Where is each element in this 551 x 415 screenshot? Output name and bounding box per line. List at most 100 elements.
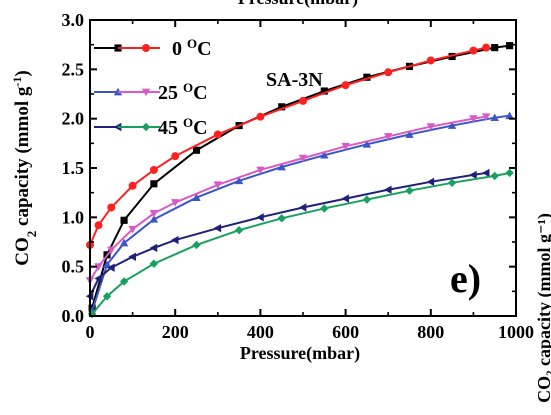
data-point <box>298 154 308 163</box>
legend-label: 45 OC <box>158 115 208 140</box>
series-2 <box>86 43 491 249</box>
x-tick-label: 800 <box>417 322 444 342</box>
y-tick-label: 1.0 <box>62 207 85 227</box>
data-point <box>447 121 457 129</box>
series-line <box>89 115 487 282</box>
data-point <box>213 181 222 189</box>
data-point <box>362 140 372 148</box>
legend-entry: 25 OC <box>94 80 208 105</box>
data-point <box>94 263 103 271</box>
data-point <box>384 133 393 141</box>
data-point <box>192 193 201 201</box>
data-point <box>384 185 392 194</box>
data-point <box>171 235 179 245</box>
legend-marker <box>113 122 122 132</box>
data-point <box>150 180 158 188</box>
data-point <box>256 112 265 121</box>
series-6 <box>87 168 514 319</box>
data-point <box>94 274 102 283</box>
data-point <box>119 277 129 286</box>
y-axis-label: CO2 capacity (mmol g-1) <box>10 70 39 265</box>
right-cut-label: CO₂ capacity (mmol g⁻¹) <box>534 213 551 403</box>
data-point <box>119 238 129 247</box>
data-point <box>278 103 286 111</box>
data-point <box>149 165 158 174</box>
data-point <box>234 176 244 185</box>
data-point <box>277 162 286 171</box>
data-point <box>320 150 329 159</box>
x-tick-label: 400 <box>247 322 274 342</box>
data-point <box>426 56 435 65</box>
data-point <box>490 171 499 181</box>
legend-entry: 0 OC <box>94 36 212 61</box>
x-tick-label: 1000 <box>498 322 534 342</box>
panel-label: e) <box>450 256 481 301</box>
data-point <box>363 73 371 81</box>
legend-marker <box>141 88 151 97</box>
y-tick-label: 2.5 <box>62 59 85 79</box>
data-point <box>107 263 115 272</box>
series-line <box>89 171 487 297</box>
data-point <box>481 168 490 178</box>
data-point <box>469 170 477 180</box>
data-point <box>490 113 499 122</box>
sample-label: SA-3N <box>266 69 323 91</box>
legend-entry: 45 OC <box>94 115 208 140</box>
data-point <box>171 152 180 161</box>
data-point <box>384 68 393 77</box>
data-point <box>107 203 116 212</box>
data-point <box>102 292 112 301</box>
x-tick-label: 200 <box>162 322 189 342</box>
data-point <box>192 240 201 250</box>
legend-marker <box>141 122 151 132</box>
y-tick-label: 2.0 <box>62 109 85 129</box>
series-5 <box>85 168 490 301</box>
data-point <box>491 44 499 52</box>
data-point <box>505 168 514 178</box>
series-line <box>89 46 487 246</box>
data-point <box>469 46 478 55</box>
series-4 <box>85 113 491 285</box>
data-point <box>506 42 514 50</box>
data-point <box>128 225 137 234</box>
data-point <box>102 260 112 269</box>
data-point <box>341 194 349 203</box>
data-point <box>94 221 103 230</box>
legend-marker <box>142 44 150 52</box>
top-cut-label: Pressure(mbar) <box>238 0 358 9</box>
legend-label: 0 OC <box>172 36 212 61</box>
y-tick-label: 1.5 <box>62 158 85 178</box>
series-line <box>91 171 510 315</box>
x-tick-label: 0 <box>86 322 95 342</box>
data-point <box>320 87 328 95</box>
data-point <box>171 199 180 207</box>
data-point <box>481 113 491 121</box>
data-point <box>192 146 201 154</box>
data-point <box>256 166 265 175</box>
data-point <box>482 43 491 52</box>
data-point <box>107 246 116 255</box>
x-tick-label: 600 <box>332 322 359 342</box>
data-point <box>341 142 350 151</box>
data-point <box>447 178 457 187</box>
data-point <box>149 210 159 218</box>
data-point <box>277 214 286 223</box>
x-axis-label: Pressure(mbar) <box>240 343 360 364</box>
data-point <box>426 177 435 187</box>
y-tick-label: 0.0 <box>62 306 85 326</box>
data-point <box>426 123 435 131</box>
legend-label: 25 OC <box>158 80 208 105</box>
data-point <box>149 215 159 223</box>
data-point <box>213 130 222 139</box>
data-point <box>234 225 244 235</box>
data-point <box>341 81 350 90</box>
data-point <box>149 259 159 268</box>
data-point <box>505 111 514 120</box>
data-point <box>299 96 307 105</box>
data-point <box>405 186 414 195</box>
y-tick-label: 0.5 <box>62 257 85 277</box>
y-tick-label: 3.0 <box>62 10 85 30</box>
data-point <box>298 203 307 212</box>
data-point <box>405 130 414 138</box>
